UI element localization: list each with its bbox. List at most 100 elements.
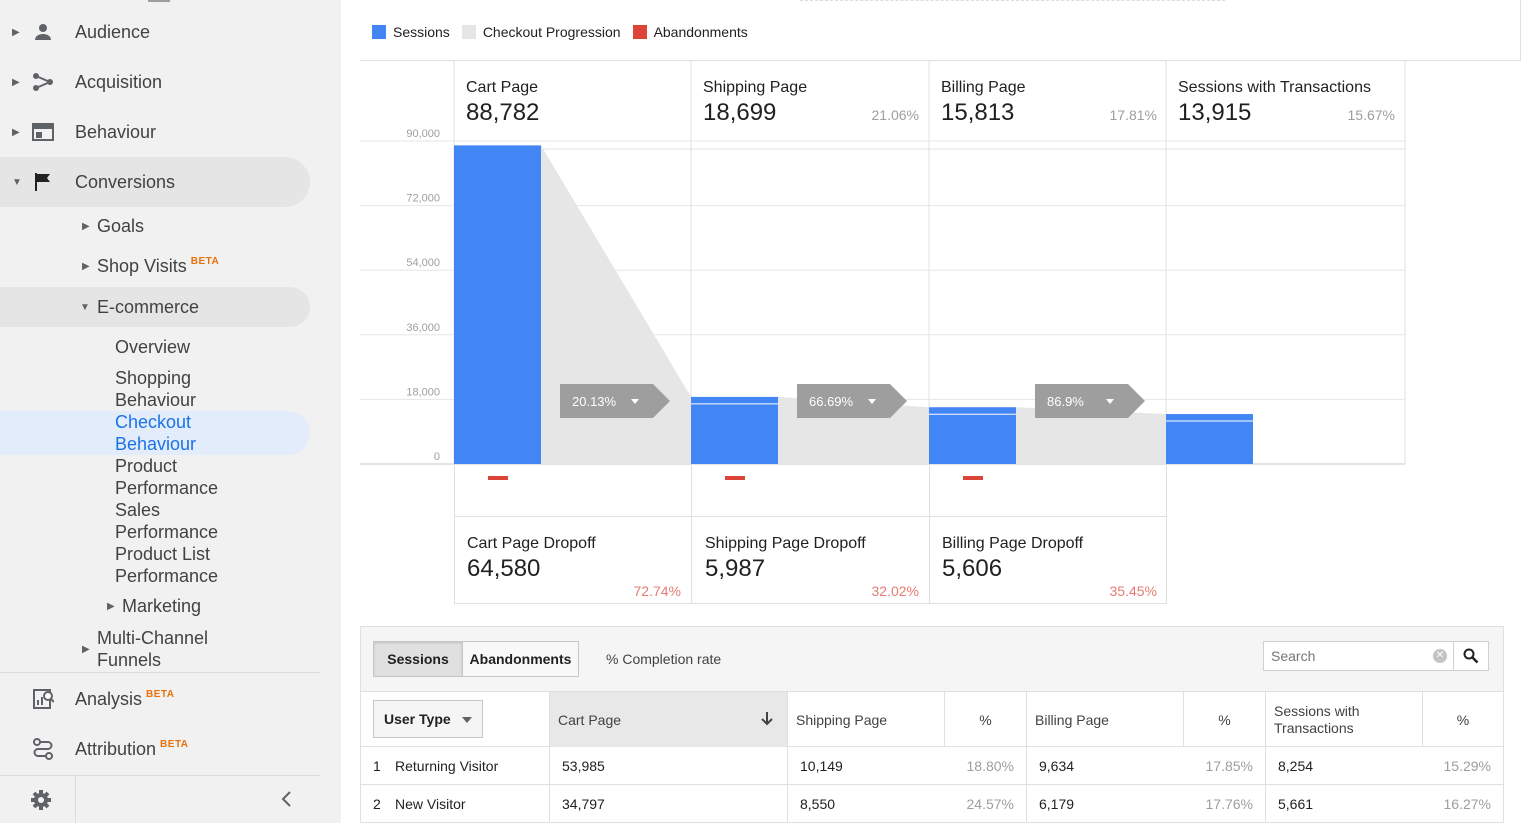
- nav-conversions[interactable]: ▼ Conversions: [0, 157, 310, 207]
- gear-icon[interactable]: [30, 789, 52, 816]
- nav-overview[interactable]: Overview: [115, 336, 305, 358]
- dropoff-divider: [454, 516, 1167, 517]
- col-sessions-with-transactions[interactable]: Sessions with Transactions: [1265, 692, 1422, 747]
- dropoff-name: Billing Page Dropoff: [942, 535, 1084, 552]
- nav-marketing-label: Marketing: [122, 595, 202, 616]
- divider: [0, 672, 320, 673]
- progression-pct: 66.69%: [809, 394, 854, 409]
- table-panel: Sessions Abandonments % Completion rate …: [360, 626, 1504, 823]
- completion-rate-toggle[interactable]: % Completion rate: [606, 651, 722, 667]
- dropdown-arrow-icon: [462, 717, 472, 723]
- caret-down-icon: ▼: [80, 301, 90, 313]
- nav-ecommerce[interactable]: ▼ E-commerce: [0, 287, 310, 327]
- legend-checkout-progression: Checkout Progression: [461, 24, 621, 40]
- col-transactions-pct[interactable]: %: [1422, 692, 1503, 747]
- caret-down-icon: [631, 399, 639, 404]
- caret-down-icon: ▼: [12, 176, 22, 188]
- progression-arrow: [560, 384, 670, 418]
- step-name: Cart Page: [466, 79, 539, 96]
- col-billing-pct[interactable]: %: [1183, 692, 1265, 747]
- caret-down-icon: [1106, 399, 1114, 404]
- collapse-chevron-left-icon[interactable]: [280, 790, 294, 813]
- y-tick-label: 54,000: [406, 257, 440, 269]
- sidebar-footer: [0, 775, 320, 823]
- col-shipping-page[interactable]: Shipping Page: [787, 692, 944, 747]
- nav-multi-channel[interactable]: ▶ Multi-Channel Funnels: [0, 626, 310, 672]
- legend-sessions-label: Sessions: [393, 24, 450, 40]
- col-cart-page[interactable]: Cart Page: [549, 692, 787, 747]
- col-billing-page[interactable]: Billing Page: [1026, 692, 1183, 747]
- dropoff-pct: 32.02%: [871, 583, 919, 599]
- dropoff-arrow-icon: [725, 476, 745, 480]
- cell-billing: 6,179: [1026, 785, 1183, 822]
- col-label: Billing Page: [1035, 711, 1109, 728]
- nav-shopping-behaviour-line1: Shopping: [115, 368, 192, 388]
- acquisition-icon: [30, 69, 56, 95]
- y-tick-label: 0: [434, 451, 440, 463]
- search-input[interactable]: [1263, 641, 1453, 671]
- nav-marketing[interactable]: ▶ Marketing: [0, 586, 310, 626]
- col-label: %: [1456, 711, 1470, 728]
- caret-right-icon: ▶: [82, 644, 90, 655]
- nav-goals[interactable]: ▶ Goals: [0, 206, 310, 246]
- row-name-link[interactable]: New Visitor: [395, 795, 466, 812]
- clear-icon[interactable]: ✕: [1433, 649, 1447, 663]
- nav-product-performance-line1: Product: [115, 456, 178, 476]
- dropoff-arrow-icon: [963, 476, 983, 480]
- dimension-selector[interactable]: User Type: [373, 700, 483, 738]
- nav-attribution-text: Attribution BETA: [75, 739, 189, 760]
- step-value: 18,699: [703, 99, 777, 126]
- nav-acquisition[interactable]: ▶ Acquisition: [0, 57, 320, 107]
- funnel-chart: 90,000 72,000 54,000 36,000 18,000 0 20.13% 66…: [360, 60, 1406, 480]
- dropoff-arrow-icon: [488, 476, 508, 480]
- row-index: 2: [373, 795, 381, 812]
- row-name-link[interactable]: Returning Visitor: [395, 757, 499, 774]
- nav-behaviour-label: Behaviour: [75, 121, 157, 142]
- legend-swatch: [632, 25, 647, 39]
- flag-icon: [30, 169, 56, 195]
- nav-shop-visits[interactable]: ▶ Shop Visits BETA: [0, 246, 310, 286]
- nav-analysis[interactable]: Analysis BETA: [0, 674, 320, 724]
- step-value: 88,782: [466, 99, 540, 126]
- nav-shopping-behaviour[interactable]: Shopping Behaviour: [115, 367, 305, 411]
- col-label: Sessions with Transactions: [1274, 702, 1360, 736]
- col-label: Shipping Page: [796, 711, 888, 728]
- tab-abandonments[interactable]: Abandonments: [462, 641, 579, 677]
- legend-sessions: Sessions: [372, 24, 450, 40]
- nav-checkout-behaviour[interactable]: Checkout Behaviour: [115, 411, 305, 455]
- chart-legend: Sessions Checkout Progression Abandonmen…: [372, 24, 760, 40]
- bar-3: [1166, 414, 1253, 464]
- bar-1: [691, 396, 778, 464]
- y-tick-label: 72,000: [406, 193, 440, 205]
- dropoff-value: 64,580: [467, 555, 541, 582]
- legend-swatch: [461, 25, 476, 39]
- search-button[interactable]: [1453, 641, 1489, 671]
- step-billing-page: Billing Page 15,813 17.81%: [941, 79, 1167, 127]
- col-shipping-pct[interactable]: %: [944, 692, 1026, 747]
- bar-2: [929, 407, 1016, 464]
- table-row: 1 Returning Visitor 53,985 10,149 18.80%…: [361, 747, 1503, 785]
- step-cart-page: Cart Page 88,782: [466, 79, 691, 127]
- nav-attribution[interactable]: Attribution BETA: [0, 724, 320, 774]
- caret-right-icon: ▶: [107, 600, 115, 612]
- nav-product-list-line1: Product List: [115, 544, 211, 564]
- progression-arrow: [1035, 384, 1145, 418]
- dropoff-value: 5,987: [705, 555, 766, 582]
- nav-product-performance[interactable]: Product Performance: [115, 455, 305, 499]
- nav-product-list-performance[interactable]: Product List Performance: [115, 543, 305, 587]
- col-label: %: [979, 711, 992, 728]
- nav-audience[interactable]: ▶ Audience: [0, 7, 320, 57]
- y-tick-label: 90,000: [406, 128, 440, 140]
- legend-abandonments-label: Abandonments: [653, 24, 748, 40]
- tab-sessions[interactable]: Sessions: [373, 641, 463, 677]
- dropoff-shipping-page: Shipping Page Dropoff 5,987 32.02%: [705, 535, 929, 599]
- step-name: Sessions with Transactions: [1178, 79, 1371, 96]
- nav-sales-performance[interactable]: Sales Performance: [115, 499, 305, 543]
- search-box: ✕: [1263, 641, 1489, 671]
- dropoff-name: Cart Page Dropoff: [467, 535, 596, 552]
- window-icon: [30, 119, 56, 145]
- nav-behaviour[interactable]: ▶ Behaviour: [0, 107, 320, 157]
- nav-shop-visits-label: Shop Visits: [97, 255, 187, 276]
- scroll-handle[interactable]: [148, 0, 170, 2]
- nav-overview-label: Overview: [115, 337, 191, 357]
